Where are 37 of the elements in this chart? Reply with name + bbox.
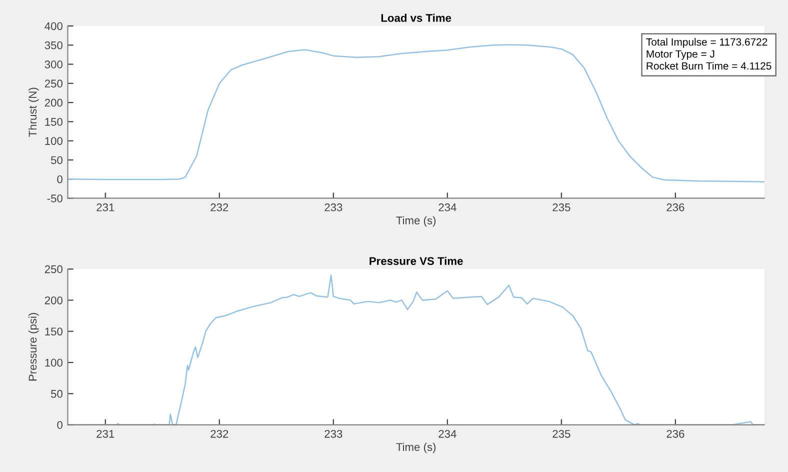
y-tick-label: 350 [44,41,62,50]
y-tick-label: 50 [50,156,62,164]
y-tick-label: 200 [44,98,62,107]
y-tick-label: 400 [44,22,62,30]
x-tick-label: 235 [552,203,570,212]
x-tick-label: 234 [438,203,456,212]
y-tick-label: -50 [47,194,62,202]
y-tick-label: 50 [50,390,62,398]
y-tick-label: 0 [57,175,62,184]
y-tick-label: 100 [45,358,62,367]
y-tick-label: 150 [45,328,62,336]
y-tick-label: 0 [57,421,62,429]
annotation: Rocket Burn Time = 4.1125 [646,62,772,70]
y-axis-title: Thrust (N) [28,88,39,137]
y-tick-label: 150 [45,118,62,126]
chart-title: Load vs Time [381,14,452,22]
y-tick-label: 100 [45,137,62,145]
x-tick-label: 233 [324,203,342,212]
x-tick-label: 232 [210,203,228,212]
x-tick-label: 235 [552,430,570,438]
x-axis-title: Time (s) [396,442,436,454]
y-tick-label: 200 [44,296,62,304]
y-tick-label: 250 [44,265,62,274]
annotation: Total Impulse = 1173.6722 [646,38,768,48]
x-tick-label: 231 [96,203,114,212]
x-tick-label: 234 [438,430,456,438]
x-tick-label: 233 [324,430,342,438]
y-tick-label: 300 [44,60,62,68]
y-tick-label: 250 [44,80,62,88]
x-axis-title: Time (s) [396,216,436,227]
x-tick-label: 232 [210,430,228,438]
x-tick-label: 231 [96,430,114,438]
annotation: Motor Type = J [646,50,714,60]
x-tick-label: 236 [666,430,684,438]
x-tick-label: 236 [666,203,684,212]
chart-title: Pressure VS Time [370,256,463,265]
y-axis-title: Pressure (psi) [28,313,39,381]
